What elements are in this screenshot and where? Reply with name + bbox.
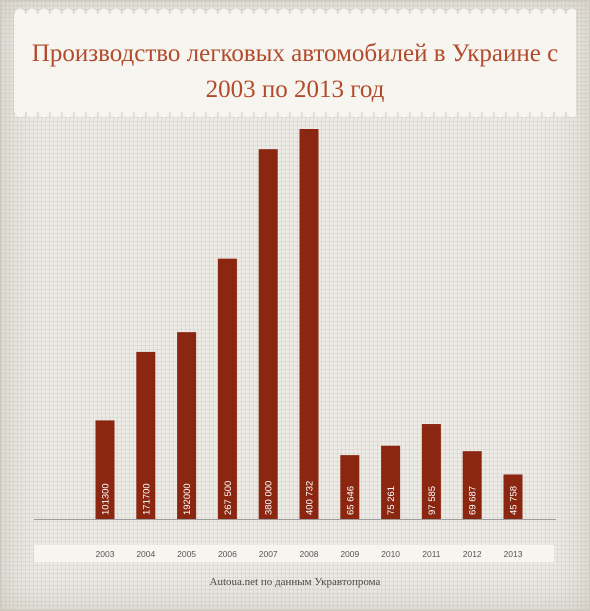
bar-2004: [136, 351, 156, 519]
data-label-2008: 400 732: [305, 481, 316, 515]
bar-2010: [381, 445, 401, 519]
data-label-2003: 101300: [101, 483, 112, 515]
x-tick-label-2013: 2013: [504, 549, 523, 559]
x-tick-label-2005: 2005: [177, 549, 196, 559]
data-label-2006: 267 500: [223, 481, 234, 515]
bar-2007: [258, 149, 278, 520]
bar-2003: [95, 420, 115, 519]
title-banner: [14, 8, 576, 118]
data-label-2009: 65 646: [345, 486, 356, 515]
bar-2011: [421, 424, 441, 519]
data-label-2013: 45 758: [509, 486, 520, 515]
source-note: Autoua.net по данным Укравтопрома: [209, 576, 381, 588]
data-label-2011: 97 585: [427, 486, 438, 515]
x-tick-label-2010: 2010: [381, 549, 400, 559]
x-tick-label-2003: 2003: [96, 549, 115, 559]
data-label-2004: 171700: [141, 483, 152, 515]
bar-2013: [503, 474, 523, 519]
x-tick-label-2011: 2011: [422, 549, 441, 559]
bar-2008: [299, 129, 319, 519]
bar-2012: [462, 451, 482, 519]
data-label-2005: 192000: [182, 483, 193, 515]
bar-2006: [217, 258, 237, 519]
x-label-band: [34, 545, 554, 562]
x-tick-label-2006: 2006: [218, 549, 237, 559]
data-label-2010: 75 261: [386, 486, 397, 515]
bar-2009: [340, 455, 360, 519]
x-tick-label-2009: 2009: [340, 549, 359, 559]
data-label-2012: 69 687: [468, 486, 479, 515]
x-tick-label-2004: 2004: [136, 549, 155, 559]
x-tick-label-2012: 2012: [463, 549, 482, 559]
x-tick-label-2007: 2007: [259, 549, 278, 559]
bar-2005: [177, 332, 197, 519]
x-tick-label-2008: 2008: [300, 549, 319, 559]
chart-title: Производство легковых автомобилей в Укра…: [31, 40, 559, 103]
data-label-2007: 380 000: [264, 481, 275, 515]
